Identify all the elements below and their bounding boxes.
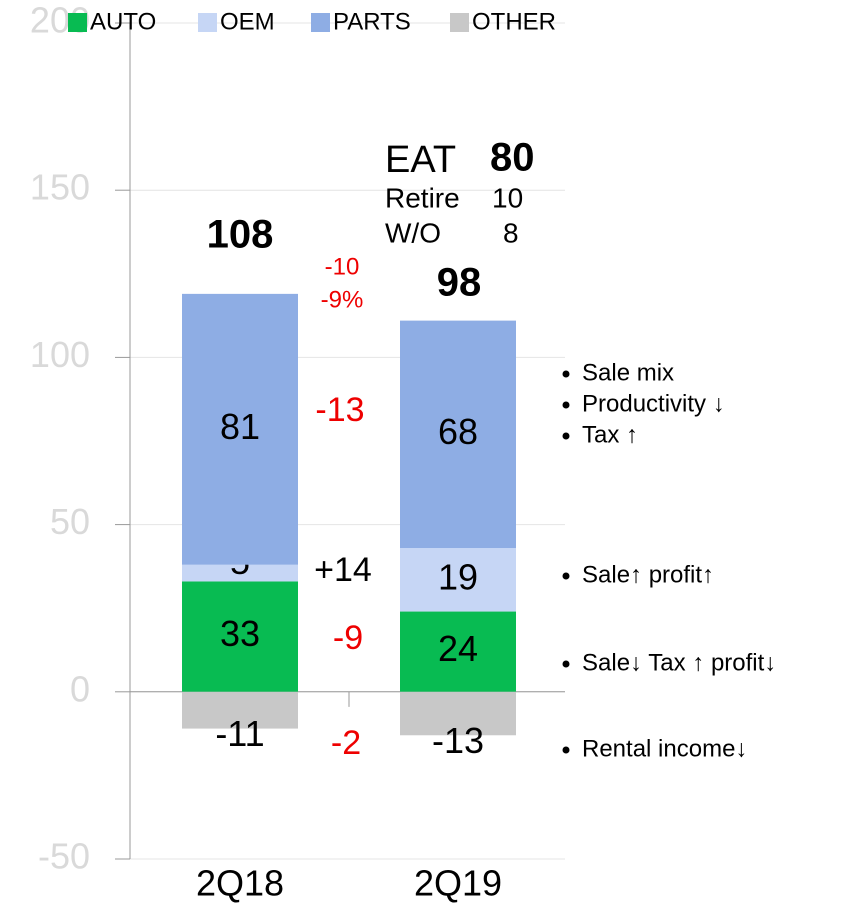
annotation: 108: [207, 213, 274, 257]
legend-swatch: [198, 13, 217, 32]
annotation: +14: [314, 551, 372, 589]
data-label: 24: [438, 628, 478, 669]
annotation: -9: [333, 619, 363, 657]
annotation: 80: [490, 136, 535, 180]
annotation: Productivity ↓: [582, 390, 725, 417]
annotation: Retire: [385, 182, 460, 213]
annotation: Sale↑ profit↑: [582, 561, 714, 588]
bullet: [562, 660, 570, 668]
legend-label: OEM: [220, 8, 275, 35]
bar-segment: [182, 581, 298, 692]
annotation: 98: [437, 261, 482, 305]
annotation: -13: [315, 391, 364, 429]
x-tick-label: 2Q18: [196, 863, 284, 904]
bar-segment: [400, 691, 516, 736]
x-tick-label: 2Q19: [414, 863, 502, 904]
y-tick-label: -50: [38, 836, 90, 877]
annotation: -2: [331, 724, 361, 762]
bullet: [562, 746, 570, 754]
annotation: -9%: [321, 286, 364, 313]
legend-swatch: [311, 13, 330, 32]
annotation: Sale mix: [582, 359, 674, 386]
y-tick-label: 100: [30, 334, 90, 375]
data-label: 19: [438, 556, 478, 597]
bullet: [562, 370, 570, 378]
annotation: 8: [503, 217, 519, 248]
y-tick-label: 150: [30, 167, 90, 208]
y-tick-label: 50: [50, 501, 90, 542]
y-tick-label: 0: [70, 668, 90, 709]
legend-swatch: [68, 13, 87, 32]
annotation: Rental income↓: [582, 735, 747, 762]
legend-swatch: [450, 13, 469, 32]
bullet: [562, 572, 570, 580]
bar-segment: [400, 548, 516, 612]
bullet: [562, 432, 570, 440]
bar-segment: [400, 320, 516, 549]
annotation: Tax ↑: [582, 421, 638, 448]
annotation: -10: [325, 253, 360, 280]
data-label: 68: [438, 411, 478, 452]
annotation: EAT: [385, 139, 456, 181]
legend-label: PARTS: [333, 8, 411, 35]
bar-segment: [400, 611, 516, 692]
data-label: 33: [220, 613, 260, 654]
data-label: -11: [215, 713, 264, 754]
annotation: Sale↓ Tax ↑ profit↓: [582, 649, 776, 676]
annotation: W/O: [385, 217, 441, 248]
bullet: [562, 401, 570, 409]
bar-segment: [182, 564, 298, 582]
data-label: -13: [432, 720, 484, 761]
data-label: 81: [220, 406, 260, 447]
legend-label: AUTO: [90, 8, 156, 35]
bar-segment: [182, 293, 298, 565]
legend-label: OTHER: [472, 8, 556, 35]
bar-segment: [182, 691, 298, 729]
annotation: 10: [492, 182, 523, 213]
